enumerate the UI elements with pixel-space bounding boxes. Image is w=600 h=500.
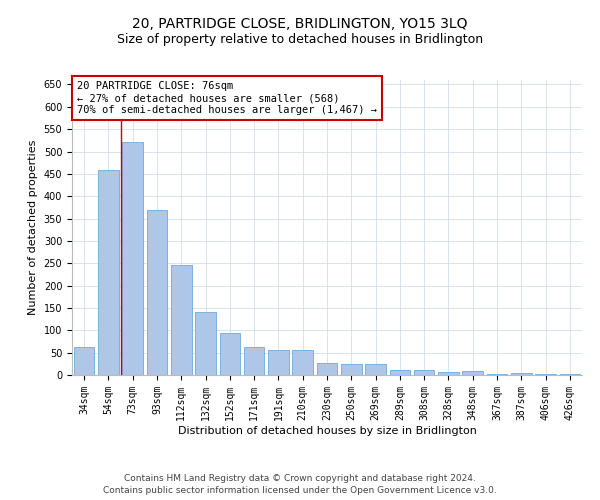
Bar [341,364,362,375]
Bar [220,334,240,375]
Bar [146,210,167,375]
Text: 20, PARTRIDGE CLOSE, BRIDLINGTON, YO15 3LQ: 20, PARTRIDGE CLOSE, BRIDLINGTON, YO15 3… [132,18,468,32]
Bar [414,370,434,375]
Text: Size of property relative to detached houses in Bridlington: Size of property relative to detached ho… [117,32,483,46]
Bar [268,350,289,375]
Bar [365,364,386,375]
Bar [487,374,508,375]
Bar [195,312,216,375]
Bar [244,348,265,375]
X-axis label: Distribution of detached houses by size in Bridlington: Distribution of detached houses by size … [178,426,476,436]
Bar [438,372,459,375]
Bar [463,371,483,375]
Text: 20 PARTRIDGE CLOSE: 76sqm
← 27% of detached houses are smaller (568)
70% of semi: 20 PARTRIDGE CLOSE: 76sqm ← 27% of detac… [77,82,377,114]
Bar [511,373,532,375]
Y-axis label: Number of detached properties: Number of detached properties [28,140,38,315]
Bar [317,364,337,375]
Bar [389,370,410,375]
Bar [74,348,94,375]
Bar [98,170,119,375]
Bar [292,350,313,375]
Bar [122,142,143,375]
Bar [535,374,556,375]
Text: Contains HM Land Registry data © Crown copyright and database right 2024.
Contai: Contains HM Land Registry data © Crown c… [103,474,497,495]
Bar [560,374,580,375]
Bar [171,264,191,375]
